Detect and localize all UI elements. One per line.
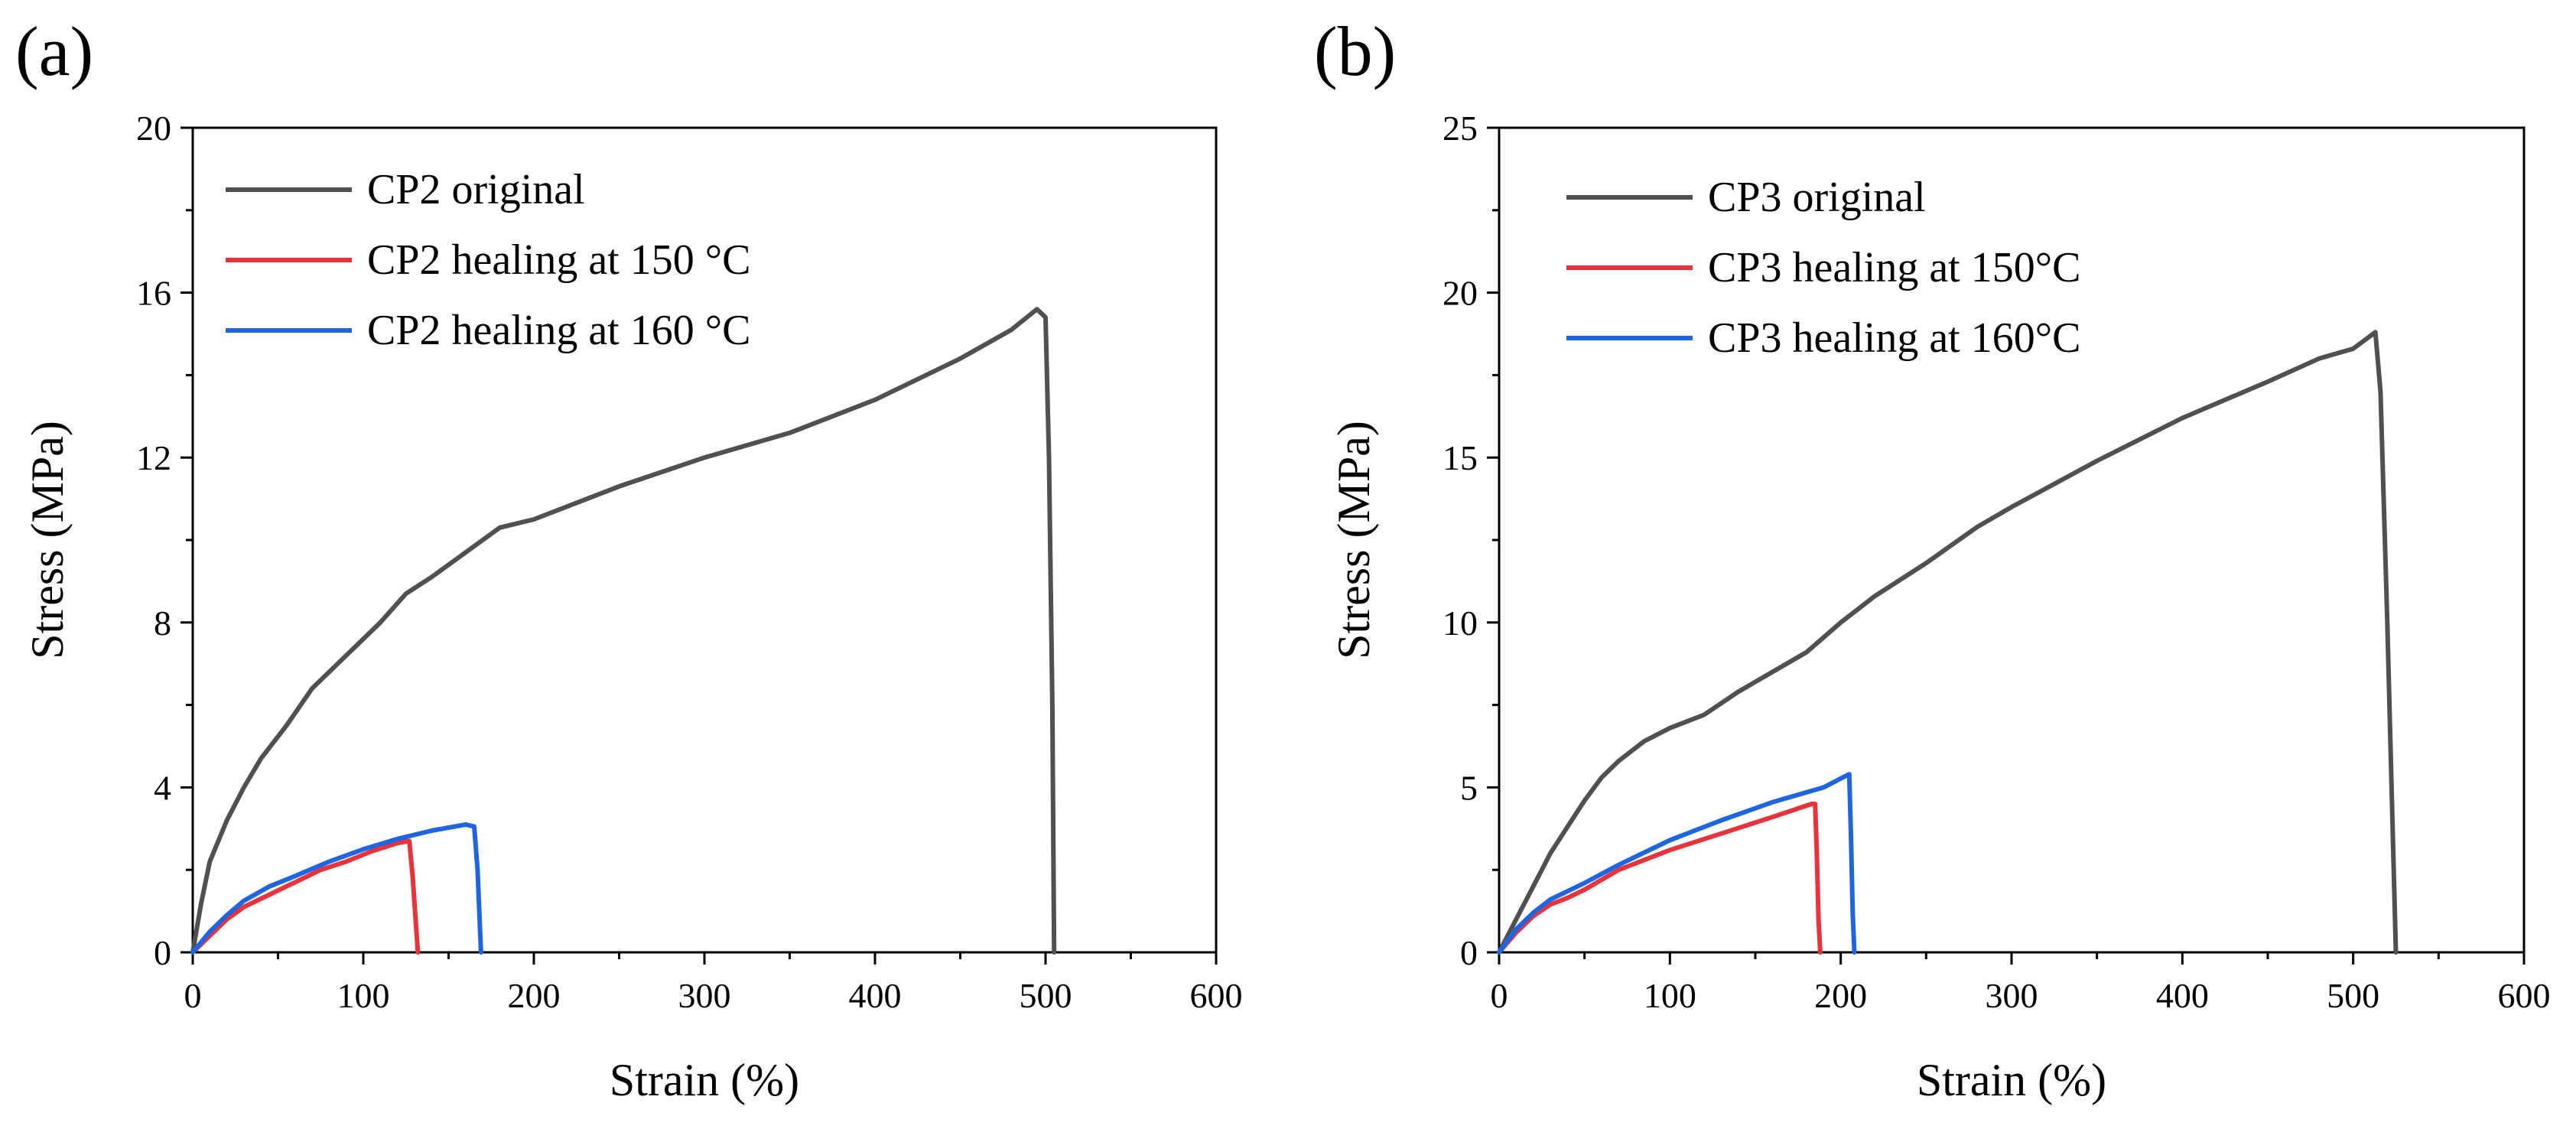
legend-label: CP3 healing at 150°C <box>1708 244 2080 291</box>
series-line-3 <box>190 822 483 955</box>
y-tick-label: 25 <box>1442 109 1478 148</box>
x-tick-label: 600 <box>1190 976 1243 1015</box>
y-tick-label: 10 <box>1442 604 1478 643</box>
x-tick-label: 300 <box>1986 976 2038 1015</box>
chart-panel-a: (a) 0 100 200 300 400 500 600 0 4 8 12 16 20 Strain (%… <box>15 12 1243 1105</box>
x-tick-label: 500 <box>2327 976 2379 1015</box>
legend-label: CP2 healing at 160 °C <box>367 307 750 354</box>
x-tick-label: 0 <box>184 976 202 1015</box>
y-tick-label: 15 <box>1442 438 1478 477</box>
y-tick-label: 0 <box>154 933 171 972</box>
y-tick-label: 16 <box>136 274 171 313</box>
legend-label: CP2 original <box>367 166 585 213</box>
y-tick-label: 12 <box>136 438 171 477</box>
panel-label: (a) <box>15 12 93 90</box>
chart-panel-b: (b) 0 100 200 300 400 500 600 0 5 10 15 20 25 Strain (… <box>1314 12 2551 1105</box>
series-line-1 <box>190 307 1057 955</box>
series-line-1 <box>1497 330 2399 955</box>
legend-label: CP2 healing at 150 °C <box>367 236 750 284</box>
series-line-2 <box>190 838 421 955</box>
x-tick-label: 400 <box>2156 976 2209 1015</box>
series-line-3 <box>1497 772 1857 955</box>
legend: CP3 original CP3 healing at 150°C CP3 heal… <box>1566 174 2080 362</box>
y-tick-label: 20 <box>1442 274 1478 313</box>
x-tick-label: 400 <box>849 976 902 1015</box>
x-tick-label: 200 <box>508 976 561 1015</box>
y-tick-label: 8 <box>154 604 171 643</box>
x-tick-label: 0 <box>1491 976 1508 1015</box>
x-axis-title: Strain (%) <box>1917 1055 2106 1105</box>
x-tick-label: 600 <box>2498 976 2551 1015</box>
panel-label: (b) <box>1314 12 1396 90</box>
y-tick-label: 4 <box>154 768 171 807</box>
legend-label: CP3 original <box>1708 174 1926 221</box>
y-axis-title: Stress (MPa) <box>22 421 73 659</box>
x-tick-label: 100 <box>1644 976 1696 1015</box>
x-tick-label: 100 <box>337 976 390 1015</box>
legend: CP2 original CP2 healing at 150 °C CP2 hea… <box>226 166 750 354</box>
series-line-2 <box>1497 802 1823 955</box>
x-tick-label: 500 <box>1020 976 1072 1015</box>
x-tick-label: 300 <box>678 976 731 1015</box>
y-tick-label: 20 <box>136 109 171 148</box>
legend-label: CP3 healing at 160°C <box>1708 314 2080 362</box>
y-tick-label: 0 <box>1460 933 1478 972</box>
y-tick-label: 5 <box>1460 768 1478 807</box>
y-axis-title: Stress (MPa) <box>1329 421 1379 659</box>
x-tick-label: 200 <box>1814 976 1867 1015</box>
x-axis-title: Strain (%) <box>610 1055 799 1105</box>
